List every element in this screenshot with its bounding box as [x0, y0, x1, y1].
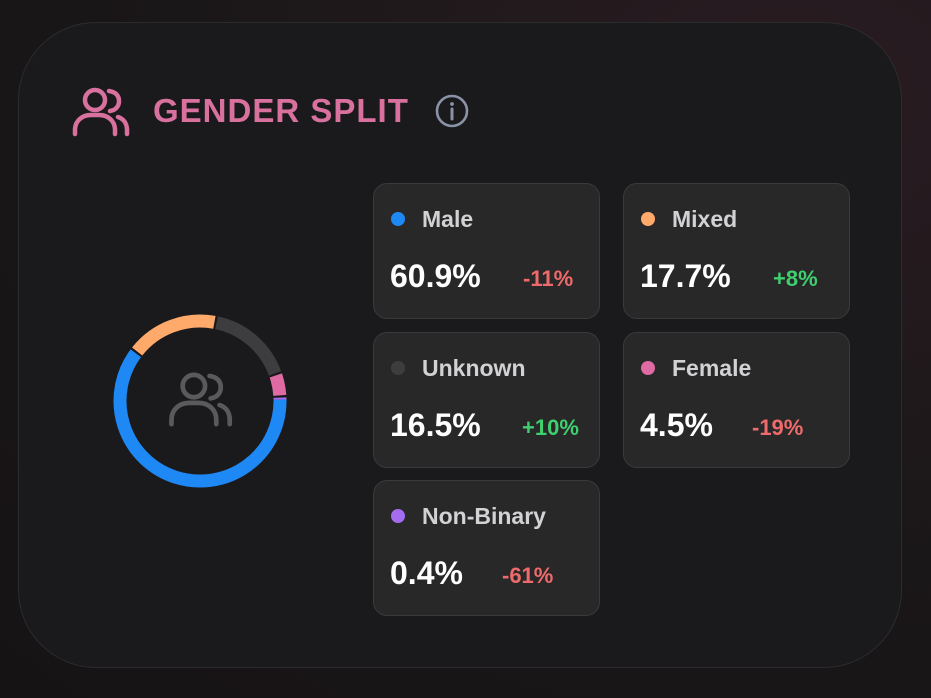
info-icon[interactable]: [435, 94, 469, 128]
stat-tile-unknown: Unknown 16.5% +10%: [373, 332, 600, 468]
series-change: -11%: [523, 266, 574, 291]
series-change: -61%: [502, 563, 554, 588]
series-value: 60.9%: [390, 258, 481, 294]
donut-slice-unknown: [215, 316, 282, 376]
series-label: Female: [672, 355, 752, 381]
donut-slice-male: [113, 349, 287, 488]
card-header: GENDER SPLIT: [71, 83, 469, 139]
card-title: GENDER SPLIT: [153, 92, 409, 129]
series-change: +10%: [522, 415, 579, 440]
series-change: -19%: [752, 415, 804, 440]
series-value: 0.4%: [390, 555, 463, 591]
legend-dot: [641, 212, 655, 226]
series-value: 17.7%: [640, 258, 731, 294]
users-icon: [169, 372, 233, 427]
stat-tile-non-binary: Non-Binary 0.4% -61%: [373, 480, 600, 616]
stat-tile-male: Male 60.9% -11%: [373, 183, 600, 319]
stat-tile-female: Female 4.5% -19%: [623, 332, 850, 468]
series-value: 16.5%: [390, 407, 481, 443]
series-label: Non-Binary: [422, 503, 546, 529]
series-label: Mixed: [672, 206, 738, 232]
gender-split-card: GENDER SPLIT Male 60.9% -11% Mixed 17.7%…: [18, 22, 902, 668]
series-label: Male: [422, 206, 474, 232]
legend-dot: [391, 509, 405, 523]
legend-dot: [641, 361, 655, 375]
series-change: +8%: [773, 266, 818, 291]
stat-tile-mixed: Mixed 17.7% +8%: [623, 183, 850, 319]
legend-dot: [391, 361, 405, 375]
donut-slice-female: [269, 373, 287, 397]
series-value: 4.5%: [640, 407, 713, 443]
legend-dot: [391, 212, 405, 226]
series-label: Unknown: [422, 355, 526, 381]
donut-chart: [109, 310, 291, 492]
users-icon: [72, 87, 130, 137]
donut-slice-mixed: [132, 314, 216, 356]
